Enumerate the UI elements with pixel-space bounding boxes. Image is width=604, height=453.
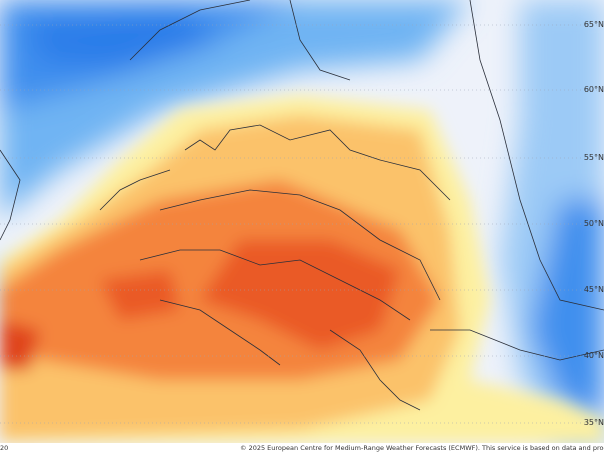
latitude-label: 60°N bbox=[583, 85, 604, 94]
copyright-text: © 2025 European Centre for Medium-Range … bbox=[240, 444, 604, 452]
latitude-label: 35°N bbox=[583, 418, 604, 427]
country-borders bbox=[0, 0, 604, 411]
latitude-label: 45°N bbox=[583, 285, 604, 294]
latitude-label: 65°N bbox=[583, 20, 604, 29]
latitude-label: 55°N bbox=[583, 153, 604, 162]
latitude-label: 40°N bbox=[583, 351, 604, 360]
temperature-anomaly-map bbox=[0, 0, 604, 443]
latitude-label: 50°N bbox=[583, 219, 604, 228]
footer-left-text: 20 bbox=[0, 444, 9, 452]
footer: 20 © 2025 European Centre for Medium-Ran… bbox=[0, 443, 604, 453]
